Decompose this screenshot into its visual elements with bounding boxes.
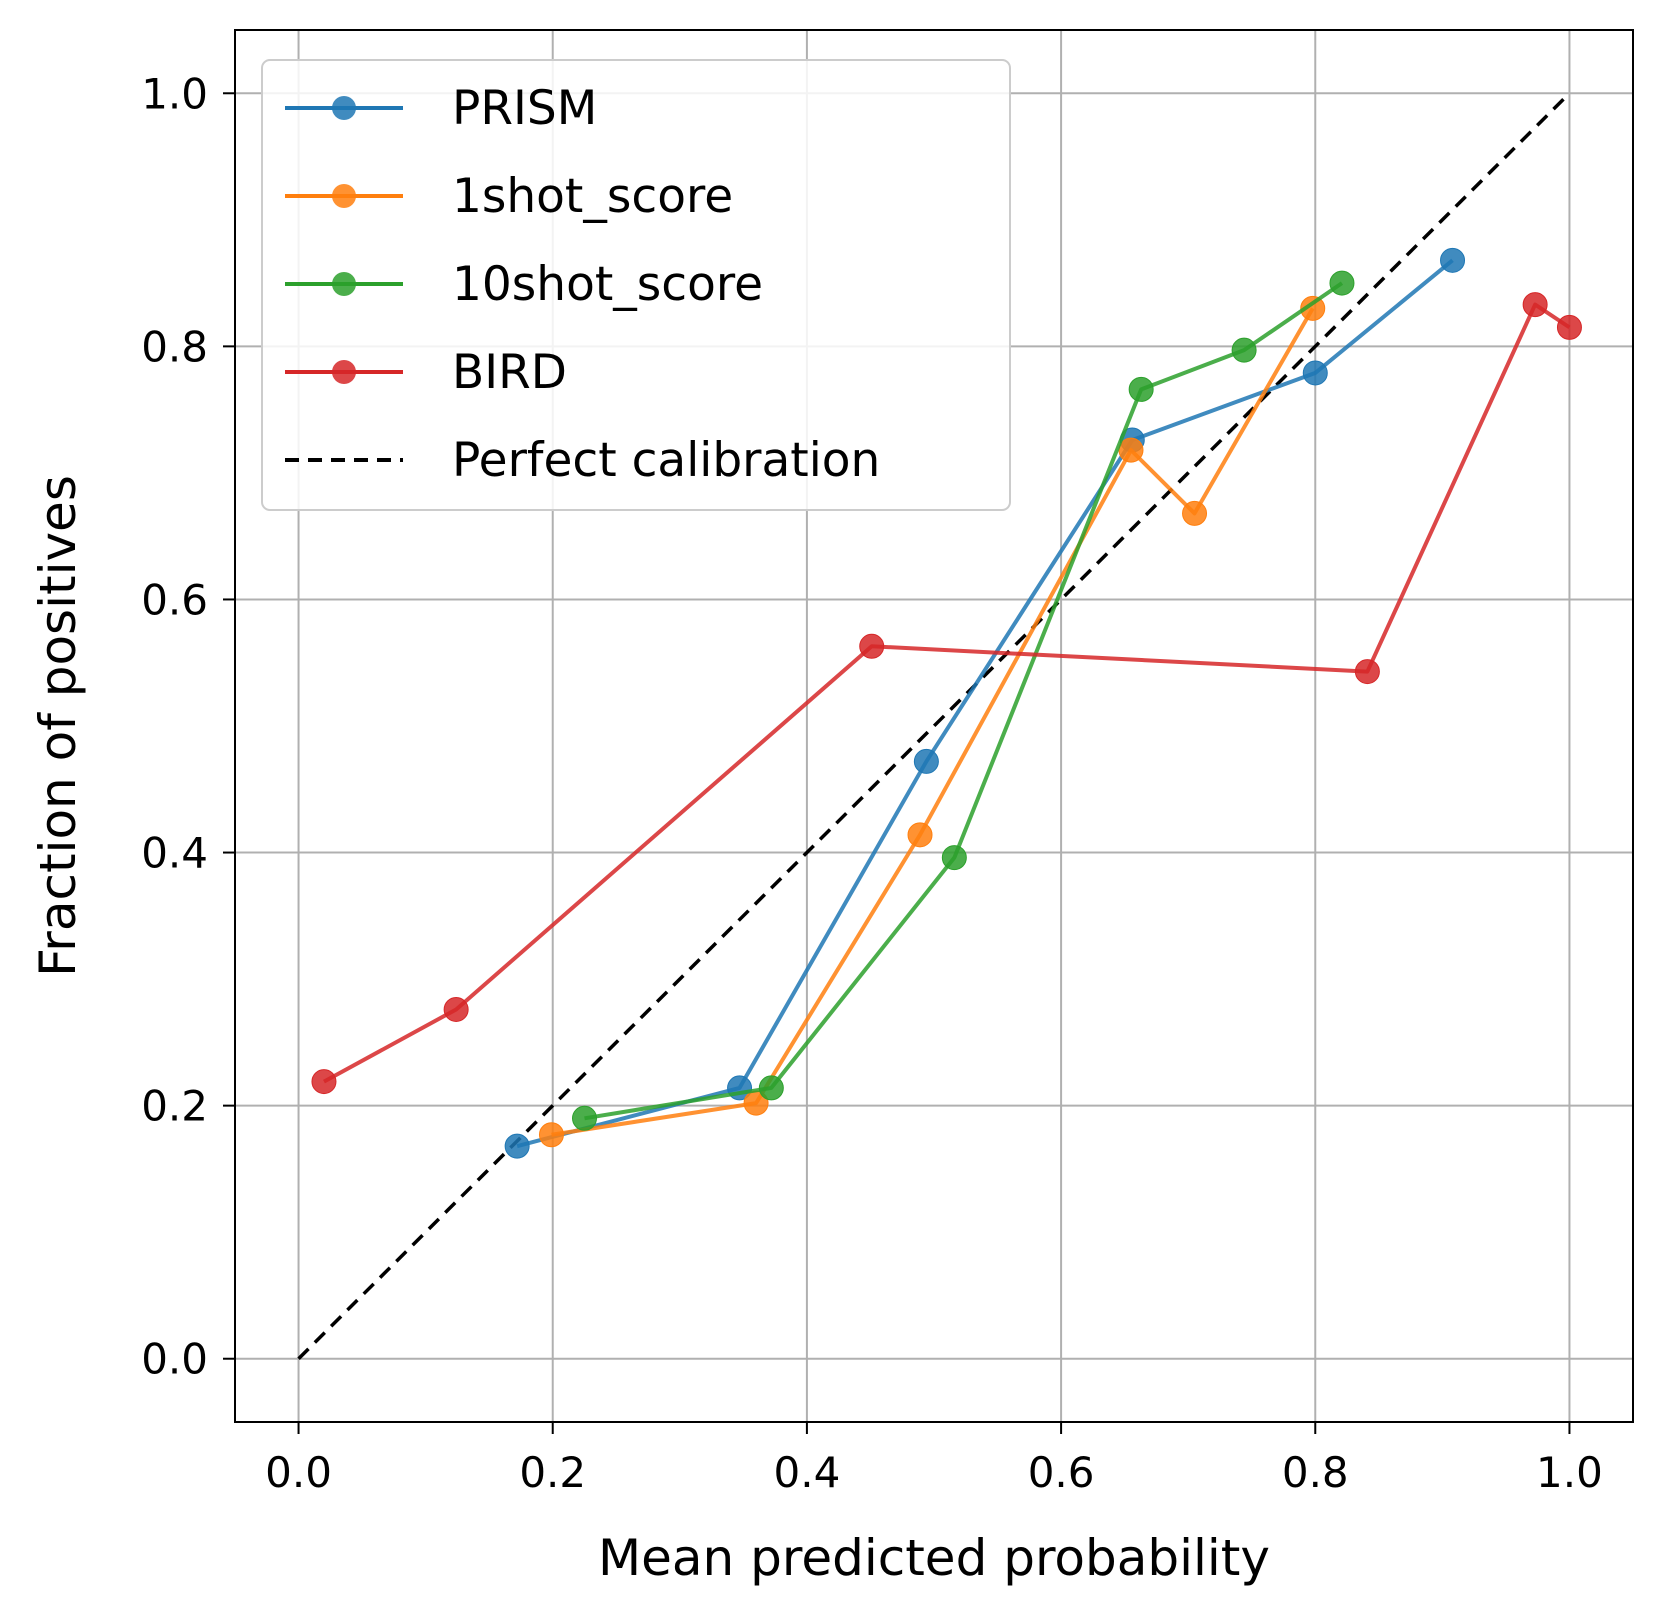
series-line-10shot-score: [584, 281, 1344, 1121]
y-tick-label: 0.4: [141, 829, 208, 878]
data-point-10shot-score: [941, 845, 967, 871]
legend-swatch-marker: [332, 96, 356, 120]
data-point-10shot-score: [1231, 337, 1257, 363]
data-point-bird: [1522, 292, 1548, 318]
data-point-prism: [1440, 247, 1466, 273]
x-tick-label: 0.6: [1028, 1448, 1095, 1497]
legend-item-bird: BIRD: [285, 345, 567, 400]
data-point-bird: [311, 1069, 337, 1095]
legend-swatch-marker: [332, 184, 356, 208]
data-point-bird: [1556, 314, 1582, 340]
data-point-bird: [443, 996, 469, 1022]
y-tick-label: 0.8: [141, 322, 208, 371]
x-axis-label: Mean predicted probability: [598, 1529, 1270, 1587]
legend-item-prism: PRISM: [285, 81, 597, 136]
legend-label: PRISM: [452, 81, 597, 136]
x-tick-label: 1.0: [1536, 1448, 1603, 1497]
legend: PRISM 1shot_score 10shot_score BIRD Perfect …: [261, 59, 1011, 511]
y-tick-label: 0.2: [141, 1082, 208, 1131]
data-point-10shot-score: [1128, 376, 1154, 402]
x-tick-label: 0.8: [1282, 1448, 1349, 1497]
series-10shot-score: [572, 270, 1355, 1131]
y-axis-label: Fraction of positives: [29, 475, 87, 977]
data-point-1shot-score: [1182, 500, 1208, 526]
y-tick-label: 0.0: [141, 1335, 208, 1384]
series-line-1shot-score: [551, 307, 1315, 1137]
plot-frame: [234, 29, 1634, 1423]
x-tick-label: 0.2: [519, 1448, 586, 1497]
data-point-1shot-score: [538, 1122, 564, 1148]
legend-swatch-marker: [332, 272, 356, 296]
data-point-prism: [913, 748, 939, 774]
legend-item-10shot-score: 10shot_score: [285, 257, 763, 312]
data-point-10shot-score: [1329, 270, 1355, 296]
legend-item-perfect-calibration: Perfect calibration: [285, 433, 880, 488]
x-tick-label: 0.0: [265, 1448, 332, 1497]
data-point-bird: [1354, 659, 1380, 685]
y-tick-label: 1.0: [141, 69, 208, 118]
legend-swatch-marker: [332, 360, 356, 384]
data-point-1shot-score: [1118, 437, 1144, 463]
data-point-10shot-score: [758, 1075, 784, 1101]
data-point-10shot-score: [572, 1105, 597, 1131]
x-tick-label: 0.4: [774, 1448, 841, 1497]
data-point-1shot-score: [907, 822, 933, 848]
data-point-bird: [859, 633, 885, 659]
tick-layer: 0.0 0.2 0.4 0.6 0.8 1.0 0.0 0.2 0.4 0.6 0.8 1.0: [141, 69, 1603, 1497]
data-point-prism: [504, 1133, 530, 1159]
data-point-prism: [1302, 360, 1328, 386]
legend-label: 1shot_score: [452, 169, 733, 224]
series-bird: [311, 292, 1582, 1095]
y-tick-label: 0.6: [141, 575, 208, 624]
legend-label: Perfect calibration: [452, 433, 880, 488]
series-1shot-score: [538, 295, 1326, 1148]
legend-item-1shot-score: 1shot_score: [285, 169, 733, 224]
legend-label: 10shot_score: [452, 257, 763, 312]
data-point-1shot-score: [1300, 295, 1326, 321]
series-layer: [297, 92, 1582, 1360]
legend-box: [261, 59, 1011, 511]
legend-label: BIRD: [452, 345, 567, 400]
